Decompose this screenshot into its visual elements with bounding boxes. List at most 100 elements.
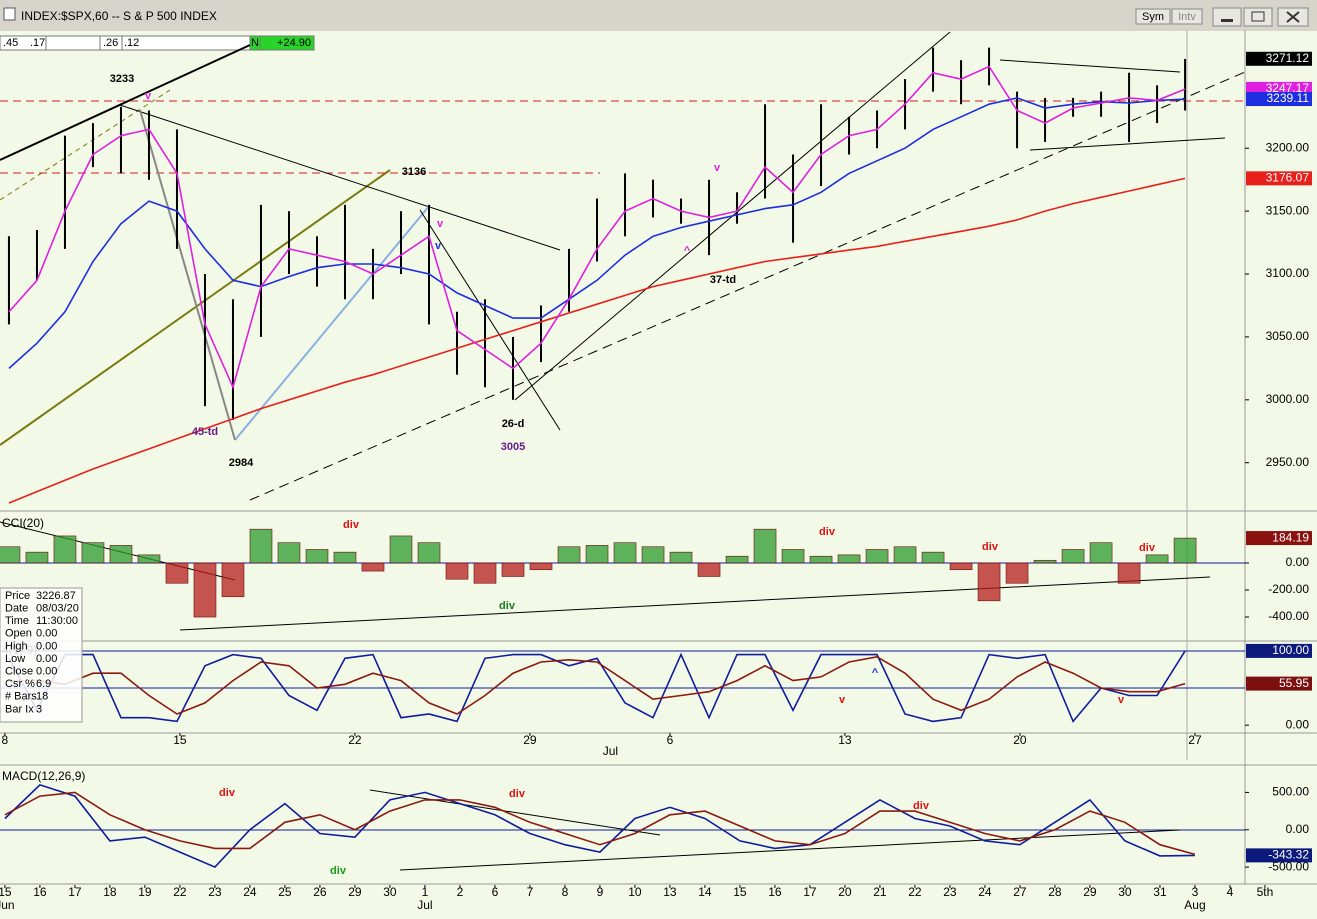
data-label: High	[5, 640, 28, 652]
x-tick-label: 25	[278, 885, 292, 899]
value-badge	[1246, 51, 1312, 66]
x-tick-label: 16	[768, 885, 782, 899]
cci-bar	[81, 542, 105, 564]
cci-bar	[1117, 562, 1141, 584]
cci-bar	[697, 562, 721, 577]
annotation: 2984	[229, 457, 254, 469]
month-label: Aug	[1184, 898, 1205, 912]
cci-bar	[305, 549, 329, 564]
annotation: div	[982, 541, 999, 553]
field	[259, 35, 315, 51]
field-text: .17	[30, 37, 45, 49]
x-tick-label: 15	[733, 885, 747, 899]
trendlines	[0, 31, 1246, 871]
data-value: 11:30:00	[36, 615, 78, 627]
x-tick-label: 9	[597, 885, 604, 899]
annotation: v	[839, 694, 846, 706]
field-text: +24.90	[277, 37, 311, 49]
trendline	[119, 104, 561, 251]
cci-bar	[25, 551, 49, 564]
value-badge-label: 184.19	[1272, 530, 1309, 544]
data-label: Close	[5, 666, 33, 678]
data-value: 18	[36, 691, 48, 703]
y-tick-label: 3050.00	[1266, 329, 1310, 343]
annotation: v	[714, 162, 721, 174]
minimize-button[interactable]	[1212, 7, 1242, 27]
annotation: 45-td	[192, 426, 218, 438]
indicator-line	[9, 655, 1186, 715]
x-tick-label: 18	[103, 885, 117, 899]
trendline	[399, 829, 1181, 871]
indicator-line	[8, 65, 1186, 390]
cci-bar	[1145, 554, 1169, 564]
sym-button[interactable]	[1135, 8, 1171, 25]
annotation: div	[499, 600, 516, 612]
value-badge	[1246, 531, 1312, 546]
cci-bar	[725, 555, 749, 564]
data-label: Time	[5, 615, 29, 627]
cci-bar	[221, 562, 245, 598]
cci-bar	[249, 528, 273, 564]
x-tick-label: 3	[1192, 885, 1199, 899]
restore-button[interactable]	[1243, 7, 1273, 27]
x-tick-label: 23	[208, 885, 222, 899]
x-tick-label: 17	[803, 885, 817, 899]
x-tick-label: 29	[523, 733, 537, 747]
x-tick-label: 26	[313, 885, 327, 899]
cci-bar	[109, 545, 133, 564]
annotation: div	[1139, 542, 1156, 554]
x-tick-label: 22	[908, 885, 922, 899]
x-tick-label: 6	[667, 733, 674, 747]
value-badge-label: -343.32	[1268, 848, 1309, 862]
cci-bar	[669, 551, 693, 564]
field-text: .45	[3, 37, 18, 49]
restore-icon	[1251, 11, 1265, 22]
x-tick-label: 17	[68, 885, 82, 899]
trendline	[139, 109, 236, 441]
cci-bar	[473, 562, 497, 584]
value-badge	[1246, 92, 1312, 107]
x-tick-label: 5th	[1257, 885, 1274, 899]
annotation: 26-d	[502, 418, 525, 430]
panel-title: CCI(20)	[2, 516, 44, 530]
x-tick-label: 31	[1153, 885, 1167, 899]
app-icon	[3, 7, 16, 21]
x-tick-label: 13	[663, 885, 677, 899]
sym-button-label[interactable]: Sym	[1142, 11, 1164, 23]
intv-button[interactable]	[1171, 8, 1203, 25]
x-tick-label: 7	[527, 885, 534, 899]
trendline	[419, 209, 561, 431]
cci-bar	[529, 562, 553, 571]
month-label: Jul	[603, 744, 618, 758]
x-tick-label: 22	[173, 885, 187, 899]
y-tick-label: -500.00	[1268, 859, 1309, 873]
trendline	[369, 789, 661, 836]
y-tick-label: 500.00	[1272, 785, 1309, 799]
y-tick-label: 3200.00	[1266, 140, 1310, 154]
annotation: ^	[872, 667, 879, 679]
annotation: v	[437, 218, 444, 230]
trendline	[0, 89, 171, 201]
trendline	[249, 71, 1246, 501]
x-tick-label: 29	[1083, 885, 1097, 899]
annotation: v	[435, 240, 442, 252]
cci-bar	[53, 535, 77, 564]
annotation: 3136	[402, 166, 426, 178]
data-value: 3	[36, 703, 42, 715]
cci-bar	[781, 549, 805, 564]
value-badge-label: 3271.12	[1266, 51, 1310, 65]
data-label: Price	[5, 590, 30, 602]
trendline	[0, 169, 391, 446]
cci-bar	[865, 549, 889, 564]
trendline	[179, 576, 1211, 631]
x-tick-label: 8	[2, 733, 9, 747]
cci-bar	[445, 562, 469, 580]
data-value: 0.00	[36, 628, 57, 640]
cci-bar	[165, 562, 189, 584]
intv-button-label[interactable]: Intv	[1178, 11, 1196, 23]
field	[45, 35, 101, 51]
y-tick-label: 0.00	[1286, 555, 1310, 569]
value-badge-label: 55.95	[1279, 676, 1309, 690]
value-badge	[1246, 848, 1312, 863]
value-badge-label: 100.00	[1272, 643, 1309, 657]
